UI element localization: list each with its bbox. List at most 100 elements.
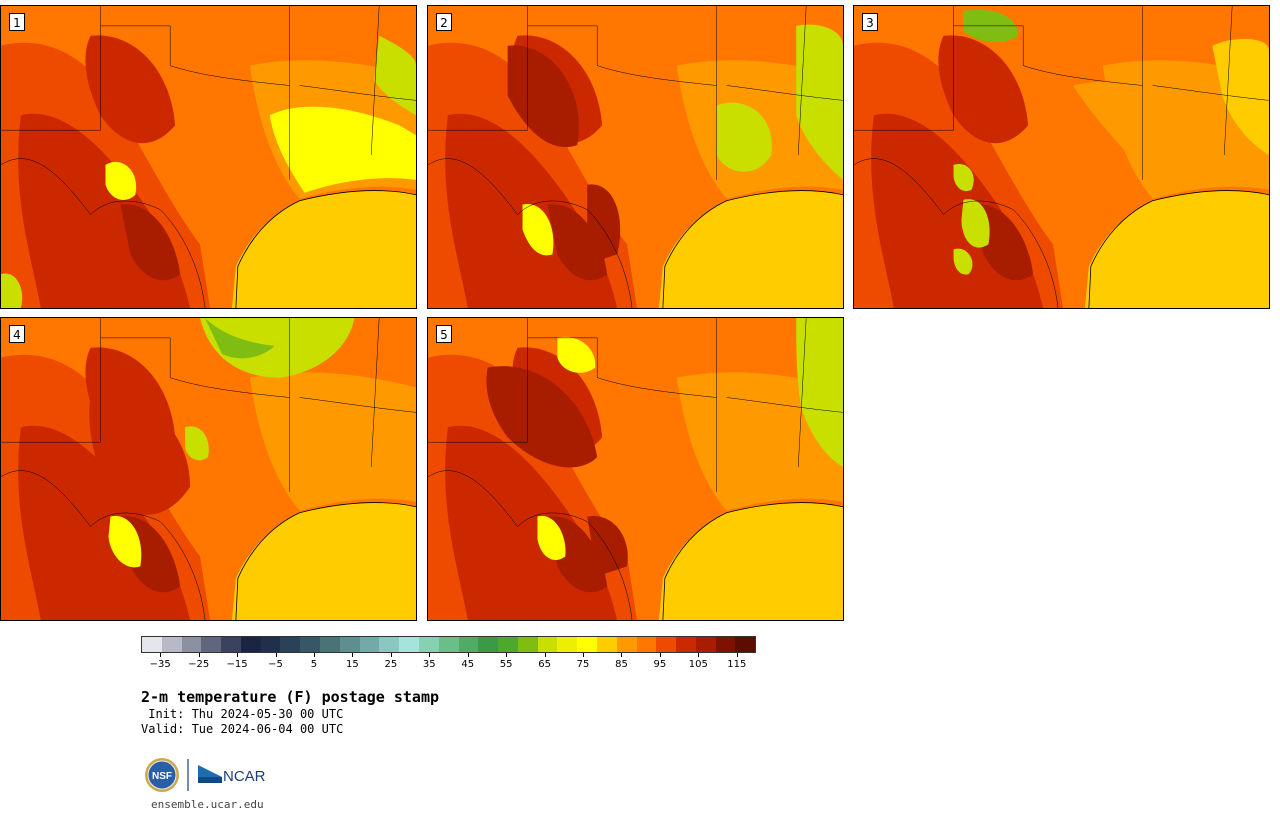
nsf-logo-text: NSF — [152, 771, 172, 782]
colorbar-tick-label: −35 — [149, 659, 171, 670]
temperature-anomaly-region — [185, 426, 209, 461]
colorbar-tick — [467, 653, 469, 657]
colorbar-swatch — [260, 637, 281, 652]
temperature-map-4 — [1, 318, 416, 620]
colorbar-ticks: −35 −25 −15 −5 5 15 25 35 45 55 65 75 85 95 105 115 — [141, 653, 756, 675]
colorbar-tick — [275, 653, 277, 657]
state-borders — [428, 6, 843, 308]
colorbar-swatch — [201, 637, 222, 652]
colorbar-swatch — [498, 637, 518, 652]
coastline — [235, 502, 416, 620]
colorbar-swatch — [517, 637, 538, 652]
colorbar-tick-label: 25 — [384, 659, 398, 670]
valid-time: Valid: Tue 2024-06-04 00 UTC — [141, 722, 344, 736]
colorbar-tick — [160, 653, 162, 657]
colorbar-tick — [506, 653, 508, 657]
temperature-anomaly-region — [587, 184, 621, 265]
member-number-badge: 5 — [436, 325, 452, 343]
colorbar-tick — [544, 653, 546, 657]
temperature-anomaly-region — [89, 395, 191, 515]
temperature-anomaly-region — [1072, 81, 1269, 193]
colorbar-swatch — [280, 637, 301, 652]
member-number-badge: 1 — [9, 13, 25, 31]
temperature-region — [938, 35, 1029, 144]
website-url: ensemble.ucar.edu — [151, 798, 264, 811]
ensemble-member-panel-1: 1 — [0, 5, 417, 309]
colorbar-tick-label: 35 — [422, 659, 436, 670]
state-borders — [854, 6, 1269, 308]
colorbar-swatch — [379, 637, 400, 652]
colorbar-swatch — [181, 637, 202, 652]
ensemble-member-panel-4: 4 — [0, 317, 417, 621]
colorbar-tick — [659, 653, 661, 657]
temperature-anomaly-region — [1, 273, 23, 308]
temperature-anomaly-region — [796, 318, 843, 468]
colorbar-tick-label: 115 — [727, 659, 747, 670]
colorbar-swatch — [715, 637, 736, 652]
colorbar-tick — [429, 653, 431, 657]
colorbar-tick — [237, 653, 239, 657]
temperature-anomaly-region — [205, 318, 275, 359]
colorbar-tick-label: 45 — [461, 659, 475, 670]
colorbar-swatch — [636, 637, 657, 652]
temperature-anomaly-region — [716, 102, 772, 172]
colorbar-swatch — [399, 637, 419, 652]
temperature-anomaly-region — [953, 248, 973, 275]
colorbar-tick — [390, 653, 392, 657]
colorbar-swatch — [300, 637, 321, 652]
member-number-badge: 4 — [9, 325, 25, 343]
colorbar-swatch — [161, 637, 182, 652]
temperature-map-2 — [428, 6, 843, 308]
colorbar-swatch — [458, 637, 479, 652]
colorbar-tick-label: 65 — [538, 659, 551, 670]
temperature-anomaly-region — [522, 204, 554, 256]
temperature-anomaly-region — [537, 515, 566, 561]
plot-title: 2-m temperature (F) postage stamp — [141, 688, 440, 706]
temperature-anomaly-region — [200, 318, 355, 378]
temperature-region — [120, 204, 181, 281]
state-borders — [1, 6, 416, 308]
ncar-logo: NCAR — [198, 765, 266, 785]
colorbar-tick — [698, 653, 700, 657]
colorbar-tick — [198, 653, 200, 657]
colorbar-swatch — [616, 637, 637, 652]
colorbar-swatch — [596, 637, 617, 652]
temperature-anomaly-region — [961, 199, 990, 248]
sponsor-logos: NSF NCAR — [143, 757, 283, 793]
colorbar-swatch — [478, 637, 499, 652]
colorbar-swatch — [735, 637, 756, 652]
colorbar-swatch — [320, 637, 340, 652]
colorbar-swatch — [695, 637, 716, 652]
ncar-logo-text: NCAR — [223, 768, 266, 785]
colorbar-swatch — [221, 637, 241, 652]
coastline — [235, 190, 416, 308]
ensemble-member-panel-3: 3 — [853, 5, 1270, 309]
colorbar-swatch — [577, 637, 597, 652]
colorbar-tick-label: −25 — [188, 659, 210, 670]
coastline — [1088, 190, 1269, 308]
init-time: Init: Thu 2024-05-30 00 UTC — [141, 707, 344, 721]
colorbar-tick-label: 95 — [653, 659, 667, 670]
temperature-anomaly-region — [374, 35, 416, 116]
temperature-region — [85, 35, 176, 144]
temperature-map-1 — [1, 6, 416, 308]
temperature-anomaly-region — [108, 516, 142, 568]
colorbar-tick-label: 5 — [310, 659, 318, 670]
colorbar-swatch — [359, 637, 380, 652]
colorbar-tick-label: 75 — [576, 659, 590, 670]
colorbar-tick-label: 85 — [615, 659, 628, 670]
colorbar-tick — [583, 653, 585, 657]
temperature-anomaly-region — [587, 516, 628, 577]
colorbar-tick-label: 55 — [499, 659, 513, 670]
state-borders — [1, 318, 416, 620]
temperature-anomaly-region — [105, 161, 137, 200]
colorbar-tick-label: 105 — [688, 659, 708, 670]
colorbar-swatch — [676, 637, 696, 652]
colorbar-swatch — [438, 637, 459, 652]
colorbar-tick-label: −15 — [226, 659, 248, 670]
colorbar-swatch — [240, 637, 261, 652]
temperature-anomaly-region — [269, 106, 416, 193]
temperature-colorbar — [141, 636, 756, 653]
coastline — [662, 190, 843, 308]
colorbar-tick — [621, 653, 623, 657]
